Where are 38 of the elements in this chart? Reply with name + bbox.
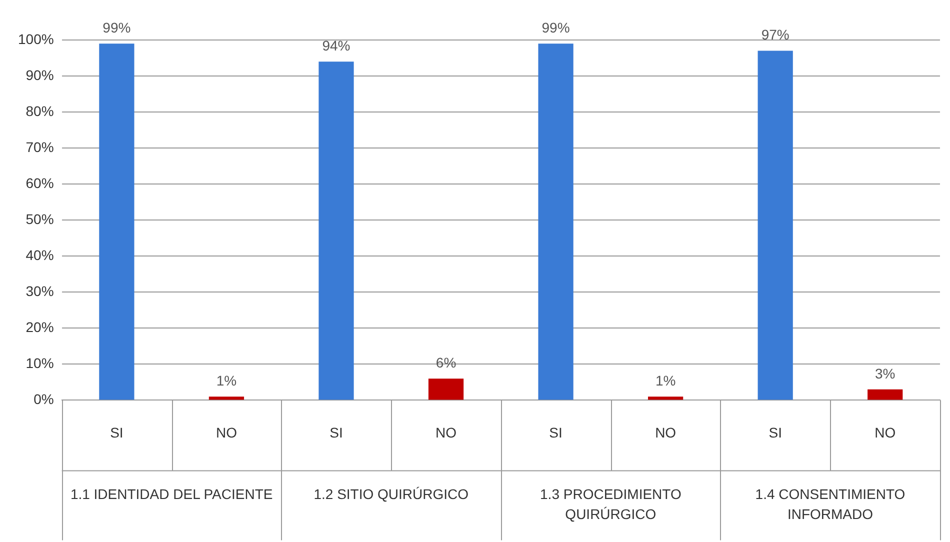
x-tick-label: NO (655, 424, 676, 440)
y-tick-label: 20% (26, 319, 54, 336)
x-tick-label: NO (216, 424, 238, 440)
y-tick-label: 100% (18, 30, 54, 47)
data-label: 3% (874, 365, 896, 382)
x-tick-label: NO (436, 424, 457, 440)
x-tick-label: SI (549, 424, 562, 440)
bar (318, 62, 354, 400)
y-tick-label: 70% (26, 138, 54, 155)
bar (868, 389, 903, 400)
y-tick-label: 30% (26, 283, 54, 299)
y-tick-label: 40% (26, 246, 54, 263)
x-tick-label: NO (874, 424, 896, 440)
data-label: 1% (216, 372, 237, 388)
bar (758, 50, 793, 400)
bar (538, 44, 574, 400)
text: 1.1 IDENTIDAD DEL PACIENTE (70, 486, 273, 502)
y-tick-label: 10% (26, 355, 54, 372)
data-label: 94% (322, 37, 350, 54)
text: 1.2 SITIO QUIRÚRGICO (314, 486, 469, 502)
text: 1.3 PROCEDIMIENTO QUIRÚRGICO (540, 486, 682, 522)
text: 1.4 CONSENTIMIENTO INFORMADO (755, 486, 906, 522)
data-label: 1% (655, 372, 676, 388)
x-tick-label: SI (768, 424, 782, 440)
data-label: 99% (102, 19, 131, 36)
data-label: 99% (542, 19, 570, 36)
y-tick-label: 60% (26, 174, 54, 191)
x-tick-label: SI (330, 424, 343, 440)
y-tick-label: 90% (26, 66, 54, 83)
y-tick-label: 50% (26, 210, 54, 227)
bar (428, 378, 464, 400)
y-tick-label: 0% (34, 391, 54, 408)
bar (208, 396, 244, 400)
bar (648, 396, 684, 400)
y-tick-label: 80% (26, 102, 54, 119)
bar (99, 44, 134, 400)
data-label: 97% (761, 26, 790, 43)
x-tick-label: SI (110, 424, 124, 440)
